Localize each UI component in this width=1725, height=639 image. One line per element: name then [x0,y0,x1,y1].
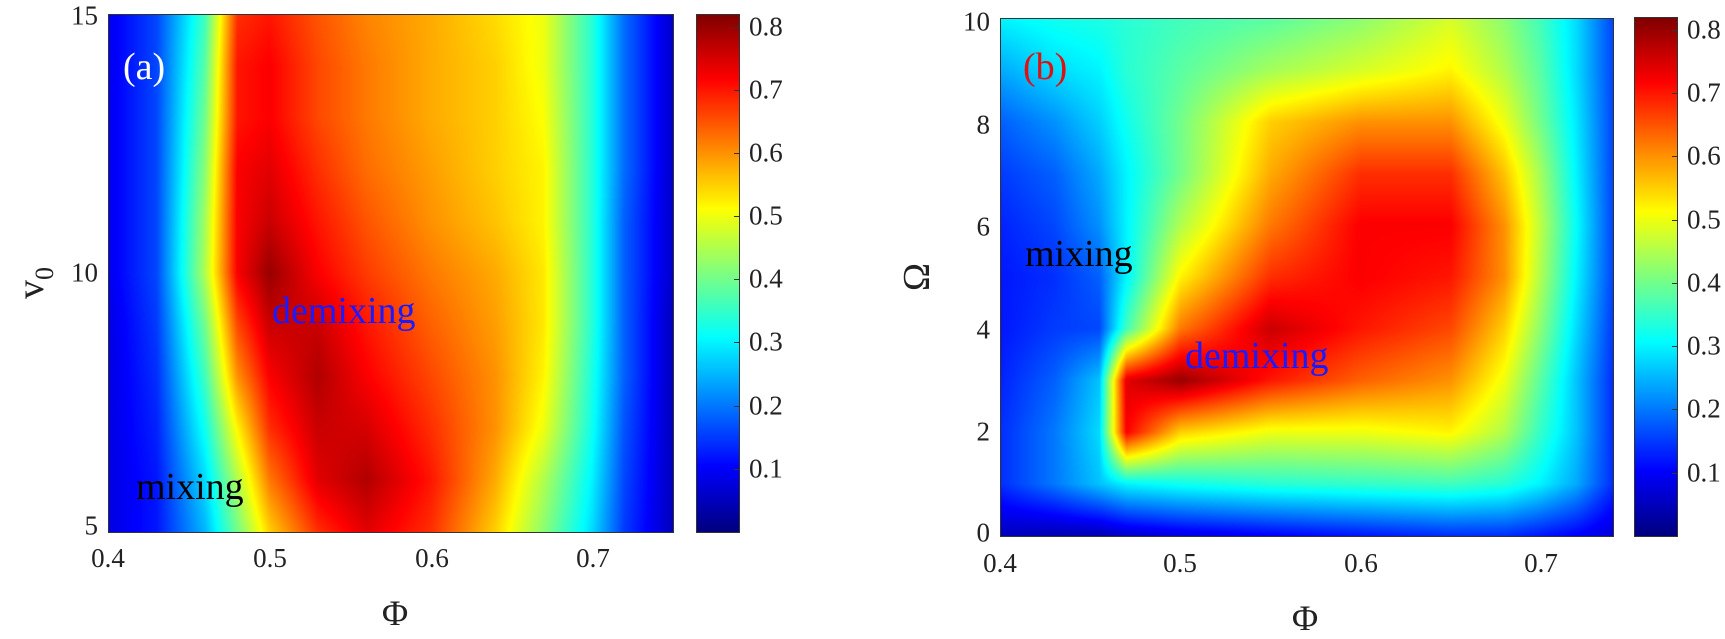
ylabel-a: v0 [9,249,59,299]
colorbar-tick-mark [1672,156,1677,158]
annotation-demixing-b: demixing [1185,335,1329,377]
colorbar-tick-mark [734,468,739,470]
colorbar-tick-0.8: 0.8 [749,11,783,42]
ytick-a-5: 5 [84,510,99,541]
colorbar-tick-0.3: 0.3 [749,326,783,357]
ytick-b-6: 6 [976,211,991,242]
ylabel-b: Ω [896,262,939,292]
colorbar-tick-0.2: 0.2 [749,390,783,421]
ytick-a-15: 15 [71,0,98,31]
colorbar-tick-0.1: 0.1 [749,453,783,484]
colorbar-tick-0.5: 0.5 [1687,204,1721,235]
colorbar-tick-mark [1672,219,1677,221]
xtick-b-3: 0.7 [1524,548,1558,578]
xlabel-a: Φ [381,593,409,633]
colorbar-b [1634,17,1677,536]
xtick-b-0: 0.4 [983,548,1017,578]
xtick-a-1: 0.5 [253,543,287,573]
ytick-a-10: 10 [71,257,98,288]
ytick-b-8: 8 [976,109,991,140]
xtick-a-2: 0.6 [415,543,449,573]
colorbar-tick-mark [1672,346,1677,348]
colorbar-tick-0.4: 0.4 [749,263,783,294]
colorbar-tick-mark [734,216,739,218]
colorbar-tick-mark [1672,472,1677,474]
annotation-mixing-b: mixing [1025,233,1133,275]
colorbar-tick-mark [1672,282,1677,284]
colorbar-tick-mark [1672,409,1677,411]
annotation-demixing-a: demixing [272,290,416,332]
ytick-b-2: 2 [976,416,991,447]
colorbar-tick-mark [734,152,739,154]
colorbar-tick-0.5: 0.5 [749,200,783,231]
colorbar-tick-0.6: 0.6 [1687,140,1721,171]
xtick-b-1: 0.5 [1163,548,1197,578]
panel-label-a: (a) [123,46,166,88]
ytick-b-10: 10 [963,6,990,37]
xlabel-b: Φ [1291,598,1319,638]
colorbar-tick-0.4: 0.4 [1687,267,1721,298]
colorbar-tick-mark [734,279,739,281]
colorbar-tick-0.1: 0.1 [1687,457,1721,488]
colorbar-tick-0.8: 0.8 [1687,14,1721,45]
colorbar-tick-0.3: 0.3 [1687,330,1721,361]
heatmap-a [108,14,673,532]
colorbar-tick-mark [1672,92,1677,94]
colorbar-tick-0.6: 0.6 [749,137,783,168]
colorbar-tick-0.7: 0.7 [1687,77,1721,108]
colorbar-tick-0.7: 0.7 [749,74,783,105]
colorbar-a [696,14,739,532]
annotation-mixing-a: mixing [136,466,244,508]
panel-label-b: (b) [1023,46,1068,88]
colorbar-tick-mark [734,342,739,344]
xtick-b-2: 0.6 [1344,548,1378,578]
colorbar-tick-mark [734,26,739,28]
heatmap-b [1000,18,1613,536]
ytick-b-4: 4 [976,314,991,345]
xtick-a-0: 0.4 [91,543,125,573]
colorbar-tick-mark [734,89,739,91]
colorbar-tick-0.2: 0.2 [1687,393,1721,424]
ylabel-a-main: v [10,280,52,299]
ylabel-a-sub: 0 [30,267,59,280]
xtick-a-3: 0.7 [576,543,610,573]
colorbar-tick-mark [1672,29,1677,31]
colorbar-tick-mark [734,405,739,407]
ytick-b-0: 0 [976,517,991,548]
